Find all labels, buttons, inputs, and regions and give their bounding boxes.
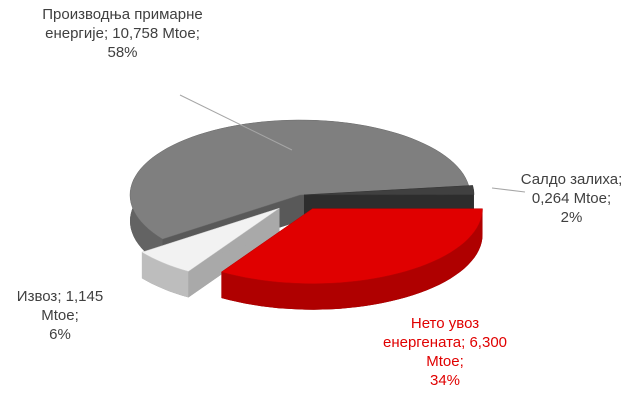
label-separator: ; (618, 171, 623, 188)
label-separator: ; (606, 190, 612, 207)
label-amount: 0,264 Mtoe (531, 190, 607, 207)
label-percent: 6% (49, 326, 71, 343)
label-separator: ; (57, 288, 62, 305)
label-amount: 10,758 Mtoe (112, 25, 196, 42)
label-category: Извоз (16, 288, 58, 305)
label-separator: ; (459, 353, 464, 370)
leader-line (491, 187, 526, 193)
label-separator: ; (103, 25, 109, 42)
label-percent: 34% (429, 372, 461, 389)
pie-slice (141, 207, 280, 298)
leader-line (179, 94, 293, 151)
data-label: Производња примарне енергије; 10,758 Mto… (40, 5, 205, 62)
label-percent: 2% (560, 209, 583, 226)
label-separator: ; (195, 25, 200, 42)
pie-slice (220, 208, 483, 310)
data-label: Нето увоз енергената; 6,300 Mtoe; 34% (370, 314, 520, 390)
label-category: Производња примарне енергије (42, 6, 203, 42)
slice-side (221, 208, 483, 310)
data-label: Салдо залиха; 0,264 Mtoe; 2% (510, 170, 633, 227)
slice-side (141, 252, 189, 298)
slice-top (220, 208, 483, 284)
data-label: Извоз; 1,145 Mtoe; 6% (0, 287, 120, 344)
slice-top (303, 185, 475, 196)
slice-top (129, 119, 470, 240)
label-percent: 58% (107, 44, 138, 61)
label-amount: 1,145 Mtoe (41, 288, 104, 324)
label-category: Салдо залиха (520, 171, 619, 188)
slice-top (141, 207, 280, 272)
label-amount: 6,300 Mtoe (426, 334, 508, 370)
label-separator: ; (461, 334, 466, 351)
label-separator: ; (74, 307, 79, 324)
label-category: Нето увоз енергената (382, 315, 480, 351)
